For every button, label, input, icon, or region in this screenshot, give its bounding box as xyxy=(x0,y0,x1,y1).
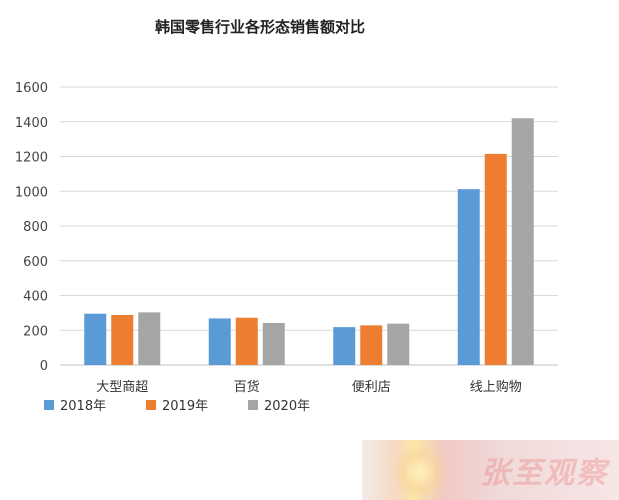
x-category-label: 线上购物 xyxy=(470,379,522,395)
y-tick-label: 800 xyxy=(23,220,48,235)
x-category-label: 便利店 xyxy=(352,380,391,395)
y-tick-label: 0 xyxy=(40,359,48,374)
bar xyxy=(138,312,161,365)
legend-swatch xyxy=(248,400,258,410)
bar xyxy=(457,189,480,365)
chart-title: 韩国零售行业各形态销售额对比 xyxy=(155,18,365,36)
y-tick-label: 1200 xyxy=(15,151,48,166)
y-tick-label: 1400 xyxy=(15,116,48,131)
bars xyxy=(84,118,534,366)
legend: 2018年 2019年 2020年 xyxy=(44,399,310,414)
bar xyxy=(262,322,285,365)
bar xyxy=(111,314,134,365)
bar xyxy=(387,323,410,365)
legend-label: 2019年 xyxy=(162,399,208,414)
bar xyxy=(235,317,258,365)
legend-swatch xyxy=(44,400,54,410)
watermark: 张至观察 xyxy=(362,440,619,500)
x-category-label: 百货 xyxy=(234,379,260,395)
x-category-label: 大型商超 xyxy=(96,380,148,395)
watermark-text: 张至观察 xyxy=(480,456,608,491)
y-tick-label: 600 xyxy=(23,255,48,270)
legend-label: 2020年 xyxy=(264,399,310,414)
legend-swatch xyxy=(146,400,156,410)
bar xyxy=(484,153,507,365)
y-tick-label: 200 xyxy=(23,324,48,339)
gridlines xyxy=(60,86,558,366)
bar xyxy=(511,118,534,366)
y-tick-label: 400 xyxy=(23,290,48,305)
y-tick-label: 1600 xyxy=(15,81,48,96)
bar xyxy=(333,327,356,365)
watermark-glow xyxy=(390,448,450,496)
bar xyxy=(208,318,231,365)
bar xyxy=(360,325,383,365)
bar-chart: 韩国零售行业各形态销售额对比 0 200 400 600 800 1000 1200 1400… xyxy=(15,18,558,414)
legend-label: 2018年 xyxy=(60,399,106,414)
x-axis-categories: 大型商超 百货 便利店 线上购物 xyxy=(96,379,522,395)
y-axis-ticks: 0 200 400 600 800 1000 1200 1400 1600 xyxy=(15,81,48,374)
bar xyxy=(84,313,107,365)
y-tick-label: 1000 xyxy=(15,185,48,200)
